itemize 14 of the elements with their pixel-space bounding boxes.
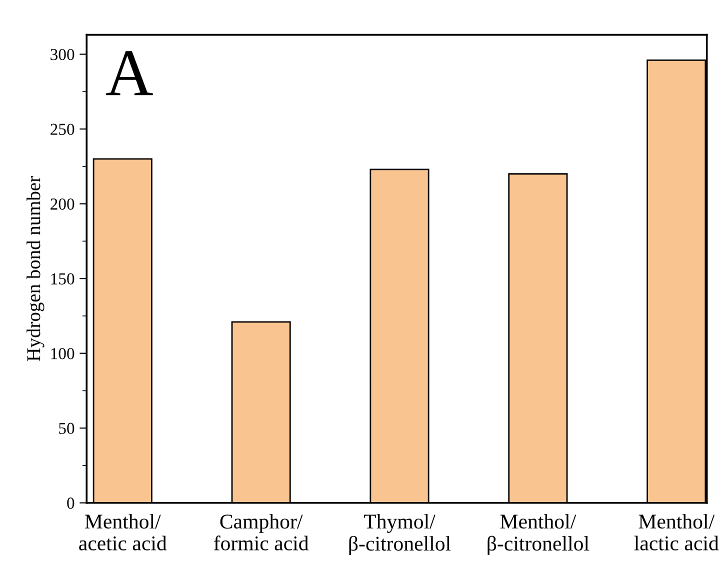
y-tick-label: 50 (59, 422, 74, 434)
x-tick-label: Camphor/ formic acid (214, 514, 309, 550)
x-tick-label: Menthol/ acetic acid (79, 514, 167, 550)
annotation: A (106, 51, 153, 96)
y-tick-label: 100 (51, 348, 74, 360)
y-tick-label: 0 (67, 498, 74, 509)
x-tick-label: Thymol/ β-citronellol (349, 514, 451, 555)
y-tick-label: 150 (51, 273, 74, 284)
y-tick-label: 250 (50, 124, 74, 135)
x-tick-label: Menthol/ β-citronellol (488, 514, 590, 555)
y-tick-label: 300 (50, 48, 74, 60)
y-axis-title: Hydrogen bond number (26, 176, 44, 362)
y-tick-label: 200 (50, 198, 74, 210)
x-tick-label: Menthol/ lactic acid (634, 514, 719, 550)
